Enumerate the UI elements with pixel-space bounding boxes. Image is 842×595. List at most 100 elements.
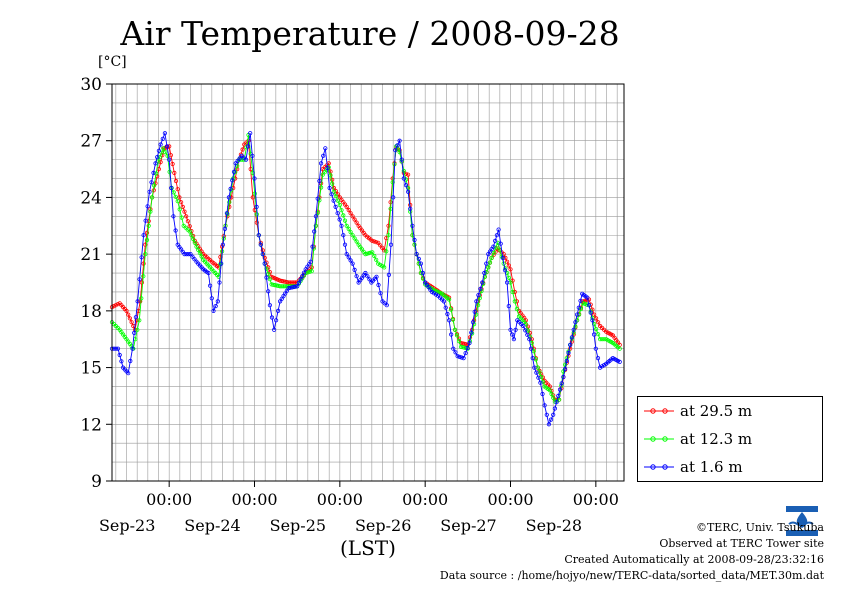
data-point (163, 150, 168, 155)
data-point (532, 365, 537, 370)
data-point (585, 295, 590, 300)
data-point (531, 349, 536, 354)
data-point (192, 240, 197, 245)
data-point (569, 335, 575, 340)
data-point (538, 380, 543, 385)
data-point (574, 312, 580, 317)
data-point (348, 230, 353, 235)
data-point (182, 209, 187, 214)
data-point (229, 195, 234, 200)
data-point (367, 277, 372, 282)
data-point (133, 315, 138, 320)
data-point (453, 350, 458, 355)
data-point (445, 311, 450, 317)
data-point (127, 316, 132, 321)
data-point (474, 299, 479, 304)
data-point (333, 204, 338, 209)
data-point (341, 233, 346, 238)
data-point (554, 400, 559, 405)
data-point (350, 261, 355, 266)
data-point (486, 265, 491, 270)
data-point (452, 327, 458, 332)
data-point (536, 375, 541, 380)
data-point (595, 320, 601, 325)
data-point (312, 229, 317, 234)
data-point (562, 362, 568, 367)
data-point (374, 274, 379, 279)
data-point (478, 286, 483, 291)
data-point (252, 176, 257, 181)
data-point (141, 233, 146, 238)
data-point (586, 303, 592, 308)
data-point (344, 223, 349, 228)
data-point (148, 209, 153, 214)
data-point (372, 239, 377, 244)
data-point (546, 422, 552, 427)
data-point (256, 233, 261, 238)
data-point (395, 143, 400, 148)
data-point (506, 303, 511, 309)
data-point (599, 337, 605, 342)
data-point (378, 291, 383, 296)
data-point (313, 214, 318, 219)
y-tick-label: 12 (80, 415, 102, 435)
data-point (113, 346, 119, 351)
data-point (414, 252, 419, 257)
data-point (335, 211, 340, 216)
data-point (172, 170, 177, 175)
data-point (562, 366, 568, 372)
data-point (150, 195, 155, 200)
data-point (337, 217, 342, 222)
data-point (512, 299, 517, 304)
series-2 (109, 131, 622, 427)
legend-label: at 29.5 m (680, 402, 753, 420)
data-point (143, 242, 148, 247)
data-point (508, 327, 513, 332)
data-point (540, 379, 546, 384)
data-point (403, 183, 409, 188)
data-point (455, 354, 460, 359)
data-point (370, 250, 375, 255)
data-point (337, 202, 342, 208)
data-point (390, 180, 395, 185)
data-point (162, 131, 167, 136)
data-point (209, 296, 214, 301)
data-point (188, 252, 193, 257)
data-point (523, 328, 528, 333)
data-point (502, 268, 508, 273)
data-point (262, 261, 267, 266)
data-point (135, 299, 140, 304)
legend-swatch-29-5m (644, 408, 674, 414)
data-point (155, 155, 160, 160)
data-point (318, 185, 324, 190)
terc-logo-icon (783, 502, 821, 538)
data-point (147, 189, 152, 194)
created-text: Created Automatically at 2008-09-28/23:3… (564, 553, 824, 566)
x-tick-time-label: 00:00 (573, 490, 619, 509)
data-point (250, 195, 255, 200)
data-point (508, 267, 513, 272)
data-point (339, 208, 344, 213)
x-tick-time-label: 00:00 (146, 490, 192, 509)
data-point (248, 131, 253, 136)
data-point (307, 269, 312, 274)
data-point (344, 252, 349, 257)
data-point (233, 161, 238, 166)
data-point (489, 255, 494, 260)
data-point (365, 274, 370, 279)
data-point (405, 172, 411, 177)
data-point (352, 267, 357, 272)
data-point (506, 263, 511, 268)
data-point (348, 211, 353, 216)
data-source-text: Data source : /home/hojyo/new/TERC-data/… (439, 569, 824, 582)
data-point (192, 257, 197, 262)
data-point (503, 266, 508, 271)
data-point (153, 161, 158, 166)
x-axis: 00:00 Sep-23 00:00 Sep-24 00:00 Sep-25 00:00 Se… (99, 481, 619, 535)
data-point (551, 412, 556, 417)
data-point (542, 403, 547, 408)
y-tick-label: 27 (80, 132, 102, 152)
data-point (335, 198, 340, 203)
y-tick-label: 9 (91, 472, 102, 492)
data-point (591, 321, 597, 327)
